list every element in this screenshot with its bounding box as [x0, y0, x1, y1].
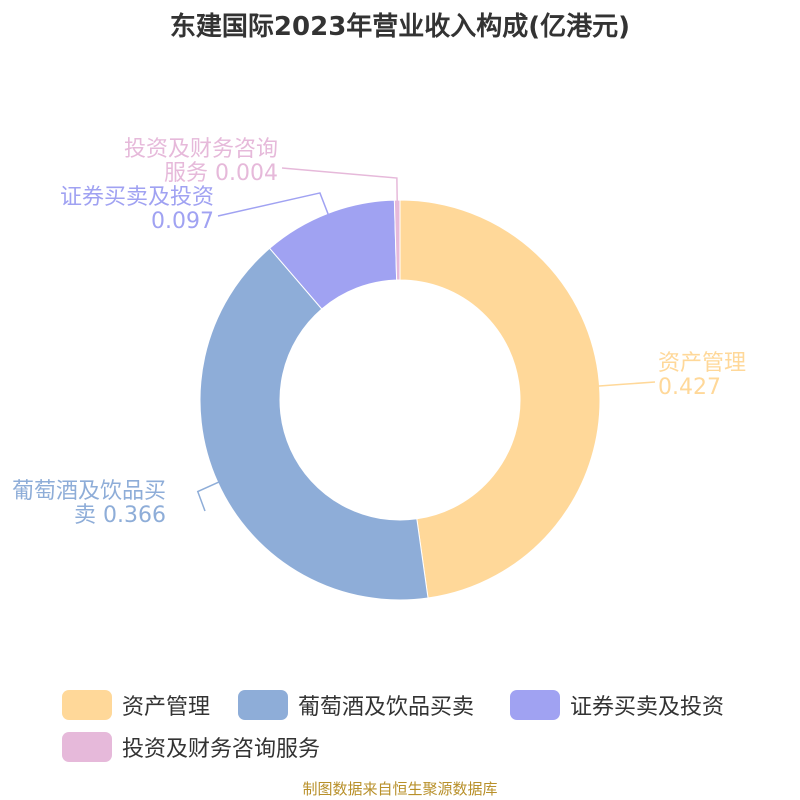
legend-item-asset-management[interactable]: 资产管理	[62, 688, 210, 722]
legend-swatch	[510, 690, 560, 720]
legend-swatch	[238, 690, 288, 720]
slice-label-line: 资产管理	[658, 351, 746, 376]
leader-line-3	[281, 167, 398, 203]
slice-label-line: 证券买卖及投资	[60, 185, 214, 210]
slice-label-0: 资产管理 0.427	[658, 351, 746, 400]
slice-label-3: 投资及财务咨询服务 0.004	[124, 137, 278, 186]
slice-label-line: 卖 0.366	[74, 503, 166, 528]
legend-swatch	[62, 690, 112, 720]
slice-label-line: 服务 0.004	[164, 161, 278, 186]
leader-lines-group	[196, 167, 656, 512]
slice-label-line: 投资及财务咨询	[124, 137, 278, 162]
leader-line-0	[597, 381, 656, 387]
legend-label: 葡萄酒及饮品买卖	[298, 695, 475, 720]
legend-label: 资产管理	[122, 695, 211, 720]
leader-line-2	[217, 192, 330, 217]
chart-title: 东建国际2023年营业收入构成(亿港元)	[169, 12, 631, 42]
slice-label-line: 0.427	[658, 375, 721, 400]
slices-group	[199, 199, 601, 601]
legend-item-securities-trading[interactable]: 证券买卖及投资	[510, 688, 724, 722]
slice-label-line: 0.097	[151, 209, 214, 234]
donut-slice-1[interactable]	[199, 247, 429, 601]
donut-slice-3[interactable]	[393, 199, 401, 281]
slice-label-1: 葡萄酒及饮品买卖 0.366	[12, 479, 166, 528]
slice-label-2: 证券买卖及投资 0.097	[60, 185, 214, 234]
data-source-note: 制图数据来自恒生聚源数据库	[302, 780, 498, 798]
donut-slice-0[interactable]	[399, 199, 601, 599]
legend-label: 证券买卖及投资	[570, 695, 725, 720]
legend-label: 投资及财务咨询服务	[122, 737, 321, 762]
legend-swatch	[62, 732, 112, 762]
legend-item-wine-trading[interactable]: 葡萄酒及饮品买卖	[238, 688, 474, 722]
leader-line-1	[196, 480, 220, 512]
slice-label-line: 葡萄酒及饮品买	[12, 479, 166, 504]
legend-item-advisory-services[interactable]: 投资及财务咨询服务	[62, 730, 320, 764]
